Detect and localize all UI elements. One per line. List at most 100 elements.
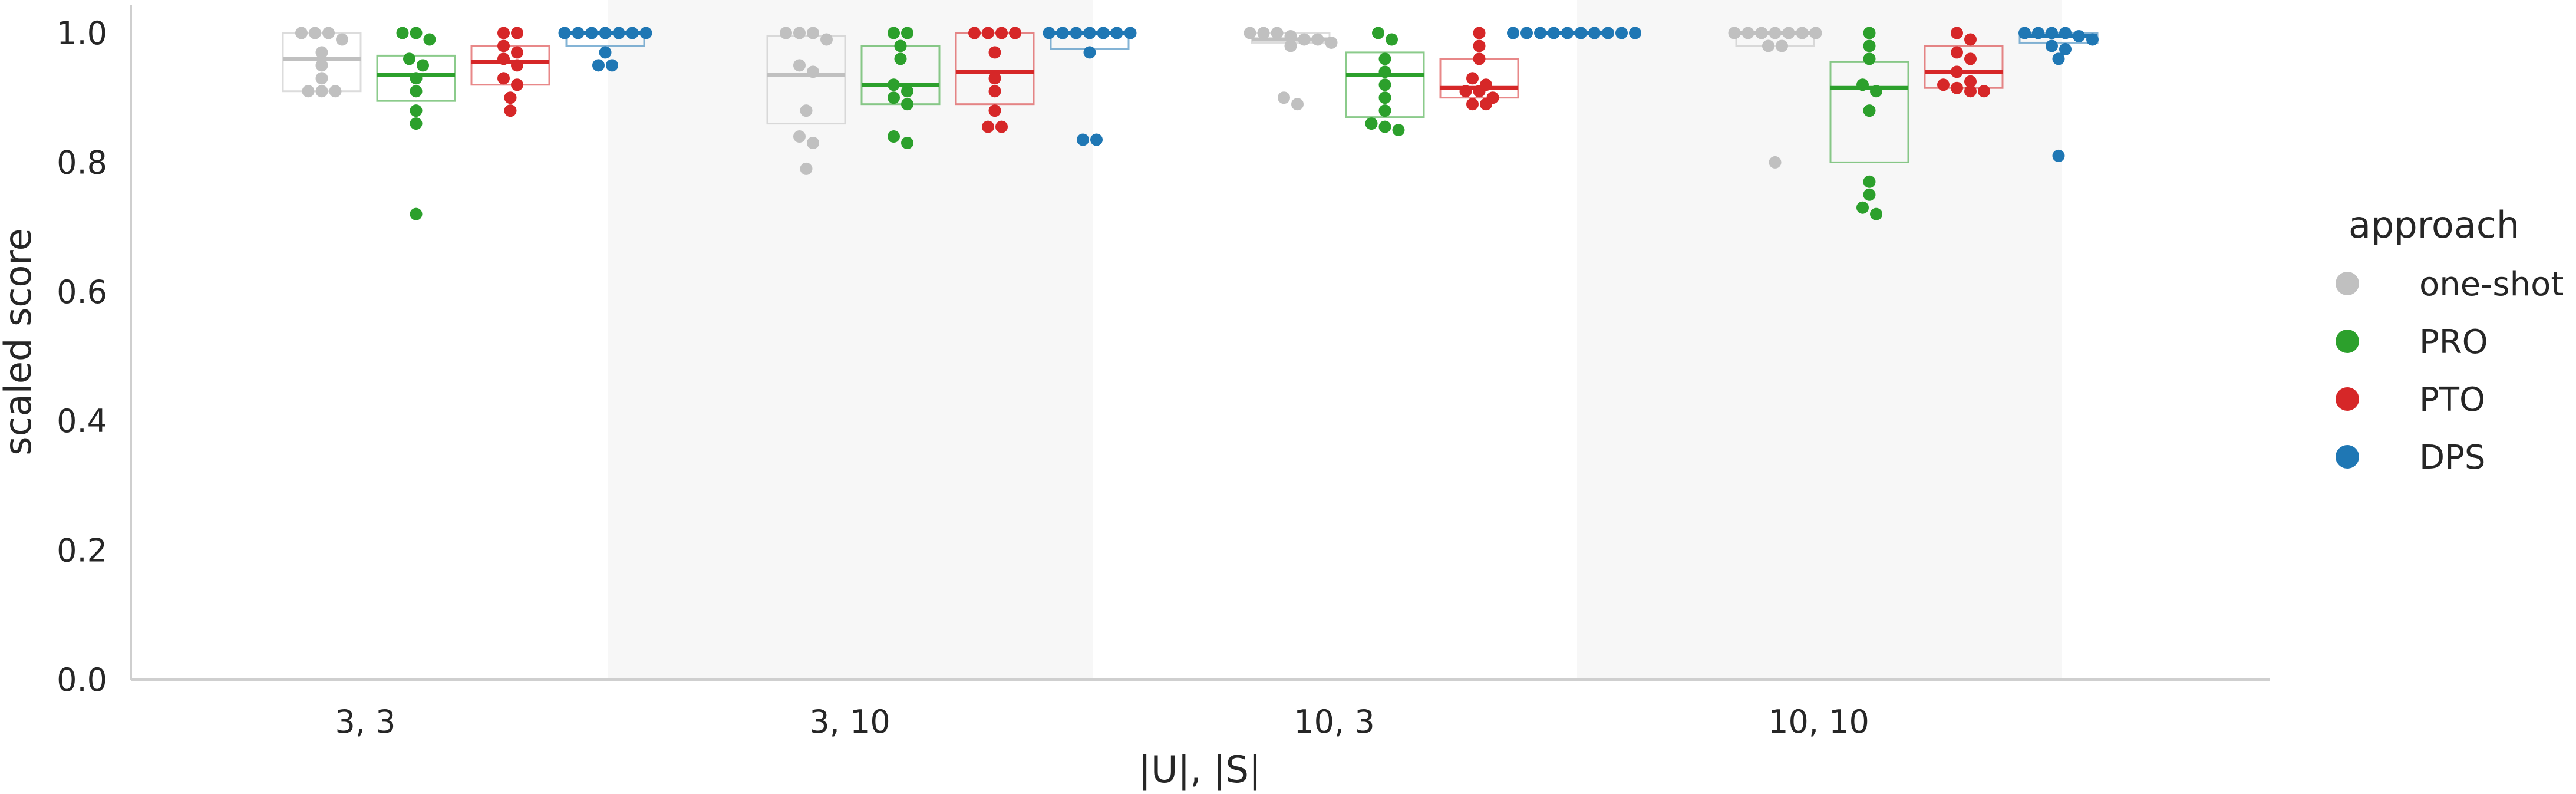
dps-point (2046, 39, 2058, 52)
pto-point (1951, 81, 1963, 94)
one-shot-point (1284, 39, 1297, 52)
pto-box (1924, 45, 2004, 89)
pto-box (955, 32, 1035, 106)
one-shot-point (329, 85, 342, 98)
pro-point (901, 136, 913, 149)
dps-point (599, 27, 612, 39)
one-shot-point (1741, 27, 1754, 39)
pto-point (497, 39, 510, 52)
one-shot-point (1769, 156, 1782, 169)
pro-point (410, 117, 423, 130)
pto-point (1964, 33, 1977, 46)
dps-point (1588, 27, 1601, 39)
y-tick-label: 1.0 (57, 15, 107, 52)
one-shot-point (302, 85, 315, 98)
dps-point (1043, 27, 1056, 39)
pro-point (1378, 120, 1391, 133)
one-shot-point (1257, 27, 1270, 39)
dps-point (1561, 27, 1574, 39)
pro-point (1856, 78, 1869, 91)
dps-point (2059, 42, 2072, 55)
pro-point (888, 27, 900, 39)
one-shot-point (1271, 27, 1284, 39)
one-shot-point (1244, 27, 1256, 39)
x-tick-label: 3, 3 (335, 703, 395, 740)
pto-point (1937, 78, 1950, 91)
one-shot-point (1728, 27, 1741, 39)
pto-point (1951, 27, 1963, 39)
one-shot-point (1278, 91, 1290, 104)
pto-point (1466, 72, 1479, 85)
pto-point (497, 72, 510, 85)
one-shot-point (1809, 27, 1822, 39)
dps-point (2018, 27, 2031, 39)
pro-box (1345, 51, 1425, 118)
legend-label-dps: DPS (2419, 439, 2485, 477)
pto-point (968, 27, 981, 39)
one-shot-point (793, 27, 806, 39)
pto-point (497, 52, 510, 65)
dps-point (1070, 27, 1083, 39)
y-axis-title: scaled score (0, 228, 39, 455)
legend-marker-one-shot (2336, 272, 2359, 295)
pto-point (1473, 52, 1486, 65)
dps-point (1520, 27, 1533, 39)
one-shot-point (1762, 39, 1774, 52)
pto-point (1964, 52, 1977, 65)
pto-point (982, 120, 994, 133)
pto-point (504, 104, 517, 117)
dps-point (1077, 133, 1089, 146)
dps-point (1124, 27, 1137, 39)
dps-point (585, 27, 598, 39)
one-shot-point (793, 130, 806, 143)
dps-point (1090, 133, 1103, 146)
pro-point (1378, 91, 1391, 104)
pro-point (888, 91, 900, 104)
pro-point (1365, 117, 1378, 130)
pro-point (901, 85, 913, 98)
x-tick-label: 10, 3 (1294, 703, 1374, 740)
pro-point (403, 52, 415, 65)
dps-point (1110, 27, 1123, 39)
one-shot-point (1796, 27, 1809, 39)
pto-point (511, 46, 523, 59)
pto-point (1951, 65, 1963, 78)
pro-point (901, 27, 913, 39)
dps-point (2086, 33, 2099, 46)
dps-point (1548, 27, 1560, 39)
dps-point (626, 27, 639, 39)
legend: approach one-shot PRO PTO DPS (2336, 203, 2564, 477)
legend-marker-pto (2336, 387, 2359, 411)
one-shot-point (793, 59, 806, 72)
category-bands (608, 0, 2062, 680)
pto-point (1978, 85, 1990, 98)
category-band-3 (1577, 0, 2062, 680)
legend-marker-pro (2336, 330, 2359, 353)
pto-point (982, 27, 994, 39)
pro-point (417, 59, 429, 72)
axes (130, 5, 2270, 681)
pro-point (1870, 207, 1882, 220)
x-tick-label: 10, 10 (1768, 703, 1869, 740)
dps-point (1507, 27, 1519, 39)
pro-point (1863, 188, 1876, 201)
legend-label-pro: PRO (2419, 323, 2488, 361)
dps-point (2032, 27, 2044, 39)
dps-point (639, 27, 652, 39)
one-shot-point (807, 27, 819, 39)
y-tick-label: 0.2 (57, 532, 107, 569)
dps-point (599, 46, 612, 59)
pto-point (988, 104, 1001, 117)
dps-point (2073, 29, 2085, 42)
dps-point (1615, 27, 1628, 39)
x-tick-label: 3, 10 (809, 703, 890, 740)
one-shot-point (1311, 33, 1324, 46)
y-tick-label: 0.8 (57, 144, 107, 181)
one-shot-point (780, 27, 792, 39)
one-shot-point (800, 162, 813, 175)
pto-point (988, 46, 1001, 59)
y-tick-label: 0.4 (57, 403, 107, 440)
x-axis-title: |U|, |S| (1139, 748, 1261, 792)
one-shot-point (807, 136, 819, 149)
pro-point (1863, 39, 1876, 52)
